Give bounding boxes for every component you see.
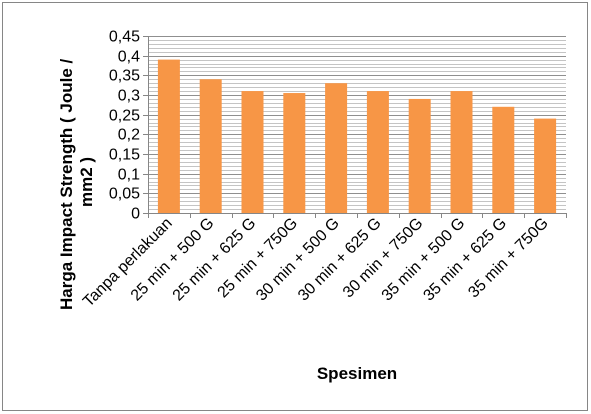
bar-3 [241,91,264,213]
y-tick-label: 0,4 [118,49,140,66]
y-tick-label: 0,35 [109,68,140,85]
bars [157,59,557,214]
y-axis-title: Harga Impact Strength ( Joule / mm2 ) [57,54,96,310]
axes [143,36,567,218]
bar-2 [199,79,222,214]
y-tick-label: 0,3 [118,88,140,105]
bar-1 [157,59,180,213]
y-tick-label: 0,1 [118,167,140,184]
x-axis-title: Spesimen [317,364,397,383]
y-axis-title-line-2: mm2 ) [77,157,96,207]
bar-5 [325,83,348,213]
bar-9 [492,106,515,213]
y-tick-label: 0,25 [109,108,140,125]
y-tick-label: 0,2 [118,127,140,144]
bar-4 [283,93,306,213]
y-tick-label: 0,15 [109,147,140,164]
bar-6 [366,91,389,213]
y-tick-label: 0 [131,206,140,223]
bar-7 [408,98,431,213]
bar-8 [450,91,473,213]
y-axis-title-line-1: Harga Impact Strength ( Joule / [57,58,76,310]
y-tick-label: 0,05 [109,186,140,203]
bar-10 [534,118,557,213]
y-tick-label: 0,45 [109,29,140,46]
y-tick-labels: 0 0,05 0,1 0,15 0,2 0,25 0,3 0,35 0,4 0,45 [109,29,140,223]
